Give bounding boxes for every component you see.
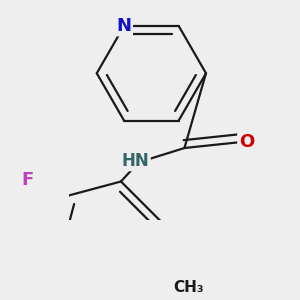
Text: HN: HN: [122, 152, 149, 170]
Text: F: F: [22, 171, 34, 189]
Text: O: O: [238, 133, 254, 151]
Text: CH₃: CH₃: [173, 280, 204, 295]
Text: N: N: [117, 17, 132, 35]
